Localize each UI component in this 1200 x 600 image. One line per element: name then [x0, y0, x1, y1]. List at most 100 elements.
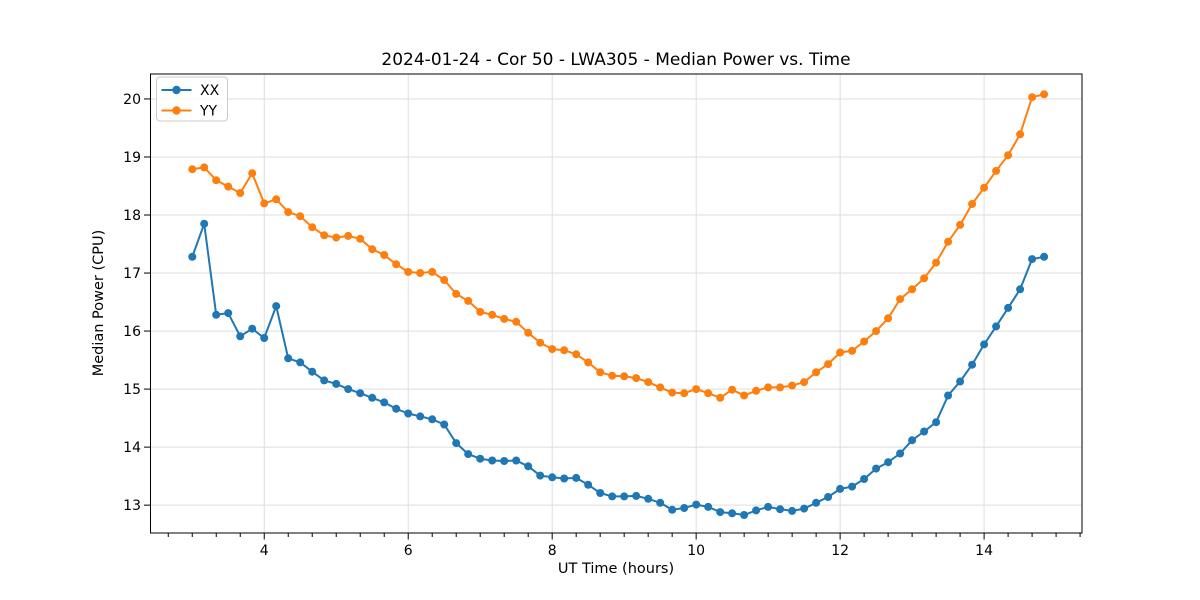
data-point-yy	[836, 348, 845, 357]
data-point-xx	[860, 475, 869, 483]
data-point-yy	[1004, 151, 1013, 160]
data-point-yy	[848, 346, 857, 355]
data-point-xx	[944, 391, 953, 400]
data-point-yy	[656, 383, 665, 392]
legend-label-yy: YY	[199, 104, 218, 120]
data-point-xx	[344, 385, 353, 394]
y-tick-label: 19	[123, 150, 141, 166]
data-point-xx	[980, 340, 989, 349]
y-tick-label: 18	[123, 208, 141, 224]
data-point-yy	[680, 389, 689, 398]
data-point-xx	[776, 505, 785, 514]
x-tick-label: 10	[687, 543, 705, 559]
y-tick-label: 20	[123, 92, 141, 108]
chart-title: 2024-01-24 - Cor 50 - LWA305 - Median Po…	[381, 50, 850, 70]
data-point-xx	[764, 502, 773, 511]
legend-marker-yy	[172, 106, 181, 115]
data-point-xx	[800, 504, 809, 513]
data-point-xx	[500, 457, 509, 465]
data-point-yy	[1028, 93, 1037, 102]
data-point-yy	[968, 200, 977, 208]
data-point-xx	[560, 474, 569, 483]
data-point-xx	[260, 334, 269, 342]
data-point-xx	[428, 415, 437, 424]
data-point-xx	[920, 427, 929, 436]
data-point-xx	[440, 420, 449, 429]
data-point-yy	[932, 258, 941, 267]
data-point-yy	[464, 296, 473, 305]
data-point-yy	[488, 310, 497, 319]
data-point-yy	[260, 199, 269, 208]
data-point-yy	[776, 383, 785, 392]
grid-lines	[150, 74, 1082, 533]
data-point-xx	[404, 409, 413, 418]
data-point-yy	[716, 393, 725, 402]
data-point-yy	[764, 383, 773, 392]
data-point-yy	[944, 237, 953, 246]
data-point-yy	[272, 195, 281, 204]
x-tick-label: 4	[260, 543, 269, 559]
data-point-xx	[704, 502, 713, 511]
data-point-xx	[596, 489, 605, 497]
data-point-yy	[812, 368, 821, 377]
data-point-yy	[512, 317, 521, 326]
data-point-yy	[584, 358, 593, 367]
data-point-xx	[224, 309, 233, 318]
data-point-yy	[224, 182, 233, 191]
x-tick-label: 14	[975, 543, 993, 559]
data-point-yy	[320, 231, 329, 240]
data-point-yy	[956, 220, 965, 229]
y-tick-label: 13	[123, 498, 141, 514]
data-point-xx	[416, 412, 425, 421]
plot-border	[150, 73, 1083, 534]
data-point-xx	[956, 377, 965, 386]
data-point-xx	[536, 471, 545, 480]
data-point-yy	[728, 385, 737, 394]
data-point-xx	[320, 376, 329, 385]
data-point-xx	[968, 360, 977, 369]
data-point-yy	[800, 378, 809, 387]
data-point-yy	[248, 169, 257, 178]
data-point-xx	[1004, 303, 1013, 312]
data-point-xx	[212, 310, 221, 319]
data-point-yy	[416, 269, 425, 277]
data-point-xx	[248, 324, 257, 333]
x-tick-label: 12	[831, 543, 849, 559]
data-point-yy	[1040, 90, 1049, 99]
data-point-yy	[284, 208, 293, 217]
data-point-xx	[452, 439, 461, 448]
data-point-xx	[392, 404, 401, 413]
data-point-xx	[644, 494, 653, 503]
data-point-yy	[872, 327, 881, 336]
x-tick-label: 6	[404, 543, 413, 559]
data-point-yy	[188, 165, 197, 174]
data-point-xx	[356, 389, 365, 398]
y-tick-label: 16	[123, 324, 141, 340]
data-point-yy	[524, 328, 533, 337]
data-point-yy	[392, 260, 401, 269]
data-point-yy	[752, 386, 761, 395]
data-point-yy	[404, 267, 413, 276]
data-point-yy	[920, 274, 929, 283]
data-point-xx	[632, 491, 641, 500]
x-tick-label: 8	[548, 543, 557, 559]
data-point-yy	[356, 234, 365, 243]
data-point-yy	[440, 276, 449, 284]
data-point-xx	[1028, 255, 1037, 264]
data-point-yy	[980, 183, 989, 192]
data-point-xx	[512, 456, 521, 465]
legend-item-xx: XX	[161, 83, 220, 99]
y-tick-label: 17	[123, 266, 141, 282]
data-point-xx	[740, 511, 749, 519]
data-point-xx	[680, 504, 689, 512]
data-point-xx	[308, 367, 317, 376]
data-point-yy	[668, 388, 677, 397]
data-point-yy	[908, 285, 917, 294]
data-point-xx	[548, 473, 557, 482]
data-point-xx	[524, 462, 533, 471]
data-series	[188, 90, 1049, 519]
data-point-xx	[368, 393, 377, 402]
data-point-xx	[812, 498, 821, 507]
